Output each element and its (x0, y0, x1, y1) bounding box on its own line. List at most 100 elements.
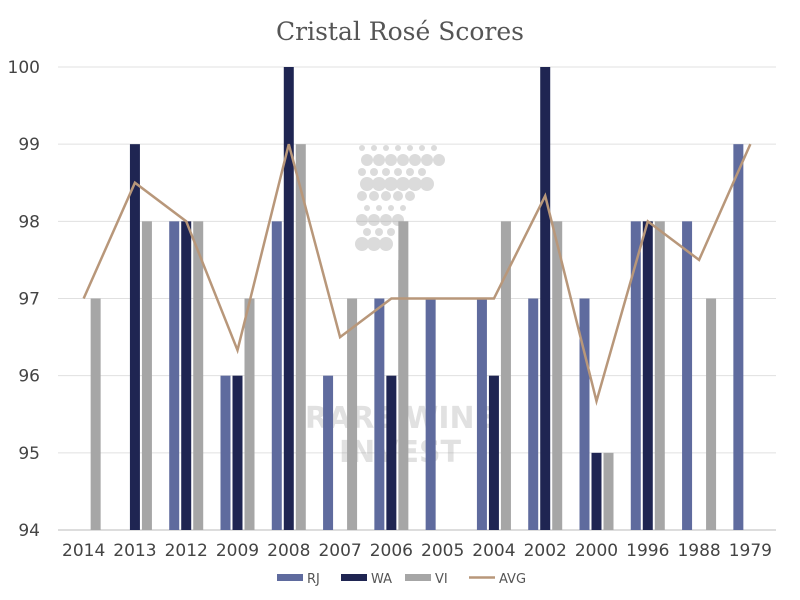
watermark-dot (421, 154, 433, 166)
watermark-dot (405, 191, 415, 201)
watermark-dot (381, 191, 391, 201)
watermark-dot (409, 154, 421, 166)
legend-item-wa: WA (341, 572, 392, 587)
watermark-dot (356, 214, 368, 226)
bar-wa (232, 375, 243, 530)
bar-vi (244, 298, 255, 530)
legend-item-vi: VI (405, 572, 448, 587)
bar-wa (386, 375, 397, 530)
y-tick-label: 95 (18, 444, 40, 464)
legend-label: AVG (499, 572, 526, 587)
x-tick-label: 2000 (575, 541, 618, 561)
bar-rj (682, 221, 693, 531)
watermark-dot (375, 228, 383, 236)
watermark-dot (396, 177, 410, 191)
bar-vi (141, 221, 152, 531)
x-tick-label: 1979 (729, 541, 772, 561)
watermark-dot (407, 145, 413, 151)
watermark-dot (418, 168, 426, 176)
y-tick-label: 96 (18, 367, 40, 387)
bar-rj (374, 298, 385, 530)
bar-vi (552, 221, 563, 531)
avg-line (82, 143, 752, 406)
y-tick-label: 94 (18, 521, 40, 541)
bar-wa (181, 221, 192, 531)
bar-vi (654, 221, 665, 531)
watermark-dot (355, 237, 369, 251)
x-tick-label: 2004 (472, 541, 515, 561)
x-tick-label: 2009 (216, 541, 259, 561)
watermark-dot (395, 145, 401, 151)
y-tick-label: 100 (8, 58, 40, 78)
watermark-dot (370, 168, 378, 176)
legend-item-rj: RJ (277, 572, 320, 587)
watermark-dot (359, 145, 365, 151)
watermark-dot (371, 145, 377, 151)
watermark-dot (358, 168, 366, 176)
bar-vi (90, 298, 101, 530)
bar-wa (283, 67, 294, 530)
watermark-dot (382, 168, 390, 176)
legend-label: RJ (307, 572, 320, 587)
watermark-dot (393, 191, 403, 201)
watermark-dot (385, 154, 397, 166)
x-tick-label: 2002 (524, 541, 567, 561)
bar-vi (603, 452, 614, 530)
y-tick-label: 97 (18, 290, 40, 310)
bar-vi (500, 221, 511, 531)
watermark-dot (384, 177, 398, 191)
x-tick-label: 2012 (165, 541, 208, 561)
bar-rj (733, 144, 744, 530)
bar-rj (630, 221, 641, 531)
x-tick-label: 1996 (626, 541, 669, 561)
watermark-dot (380, 214, 392, 226)
watermark-dot (419, 145, 425, 151)
legend-label: VI (435, 572, 448, 587)
watermark-dot (369, 191, 379, 201)
legend-swatch (341, 574, 367, 581)
y-tick-label: 98 (18, 212, 40, 232)
watermark-dot (361, 154, 373, 166)
watermark-dot (394, 168, 402, 176)
watermark-dot (364, 205, 370, 211)
bar-vi (398, 221, 409, 531)
bar-wa (642, 221, 653, 531)
bar-vi (347, 298, 358, 530)
watermark-dot (431, 145, 437, 151)
legend-item-avg: AVG (469, 572, 526, 587)
bar-vi (295, 144, 306, 530)
legend-swatch (277, 574, 303, 581)
bar-rj (220, 375, 231, 530)
watermark-dot (376, 205, 382, 211)
bar-rj (579, 298, 590, 530)
watermark-dot (400, 205, 406, 211)
chart-title: Cristal Rosé Scores (276, 17, 524, 46)
bar-wa (591, 452, 602, 530)
bar-vi (193, 221, 204, 531)
y-tick-label: 99 (18, 135, 40, 155)
watermark-dot (363, 228, 371, 236)
x-tick-label: 2006 (370, 541, 413, 561)
x-tick-label: 2013 (113, 541, 156, 561)
bar-rj (169, 221, 180, 531)
watermark-dot (372, 177, 386, 191)
bar-rj (323, 375, 334, 530)
x-tick-label: 2008 (267, 541, 310, 561)
watermark-dot (383, 145, 389, 151)
bar-rj (528, 298, 539, 530)
bar-rj (425, 298, 436, 530)
bar-wa (129, 144, 140, 530)
bar-wa (540, 67, 551, 530)
bar-rj (271, 221, 282, 531)
watermark-dot (373, 154, 385, 166)
x-tick-label: 2005 (421, 541, 464, 561)
watermark-dot (433, 154, 445, 166)
bar-rj (476, 298, 487, 530)
watermark-dot (368, 214, 380, 226)
watermark-dot (379, 237, 393, 251)
watermark-dot (360, 177, 374, 191)
bar-wa (488, 375, 499, 530)
x-tick-label: 2014 (62, 541, 105, 561)
watermark-dot (408, 177, 422, 191)
